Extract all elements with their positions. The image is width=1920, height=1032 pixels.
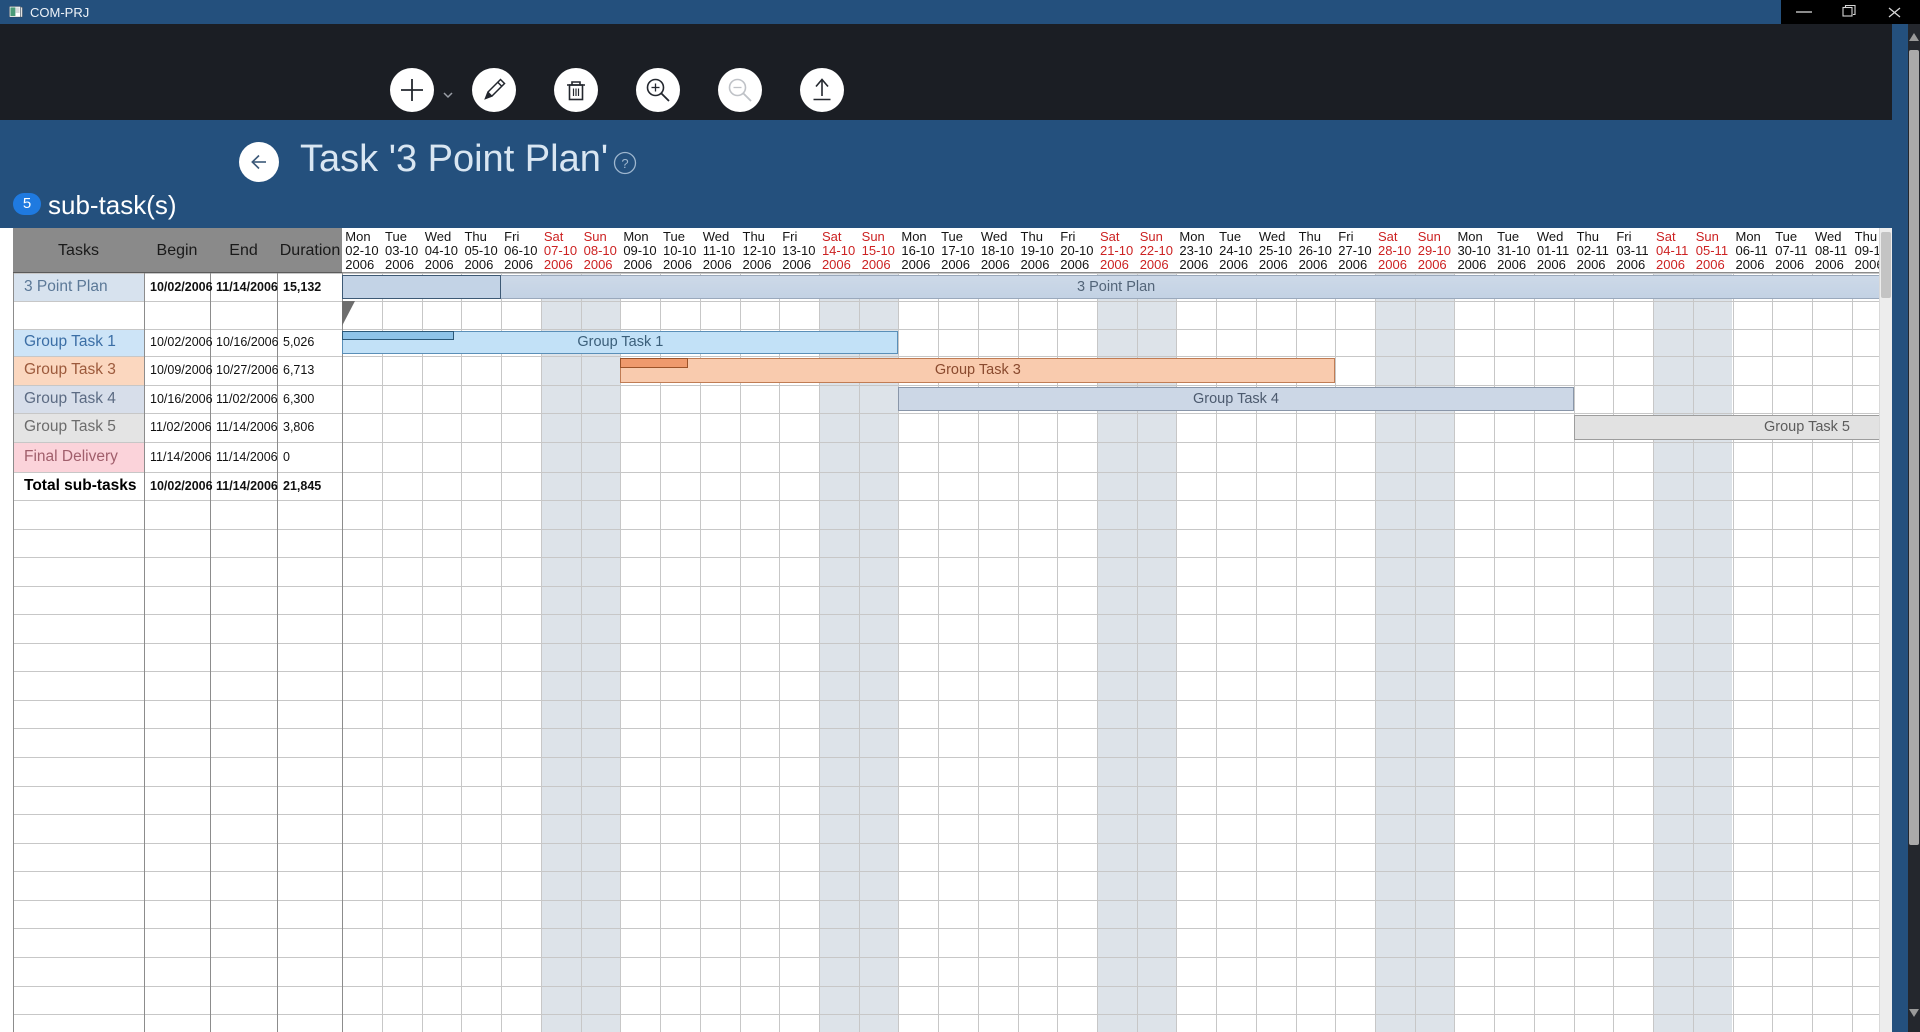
svg-text:?: ?	[621, 156, 628, 171]
